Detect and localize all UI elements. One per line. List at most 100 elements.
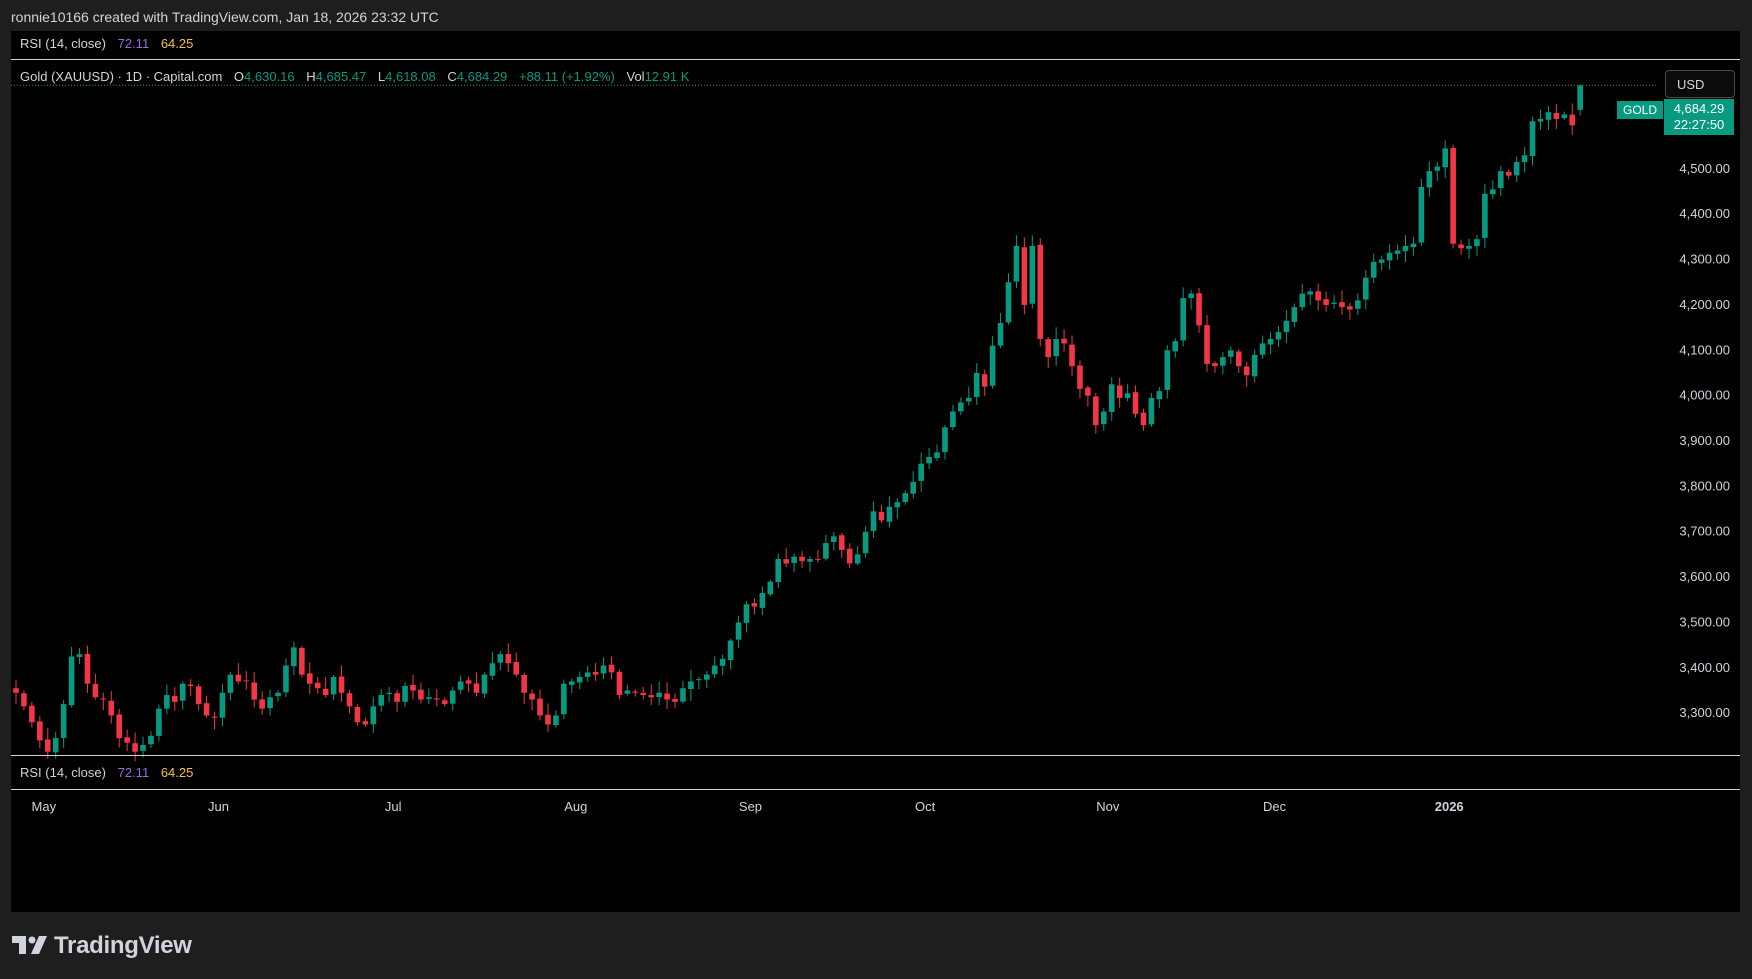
time-axis-label: Jul xyxy=(385,799,402,814)
candle-body xyxy=(1156,391,1163,400)
candle-body xyxy=(1005,282,1012,323)
candle-body xyxy=(640,692,647,696)
candle-body xyxy=(44,739,51,752)
candle-body xyxy=(1196,293,1202,326)
open-label: O xyxy=(233,69,245,84)
rsi-value-2: 64.25 xyxy=(160,765,194,780)
rsi-value-2: 64.25 xyxy=(160,36,194,51)
candle-body xyxy=(489,663,496,676)
candle-body xyxy=(529,693,535,700)
candle-body xyxy=(989,345,996,386)
candle-body xyxy=(465,680,472,684)
candle-body xyxy=(1363,277,1369,300)
rsi-name: RSI (14, close) xyxy=(20,36,106,51)
candle-body xyxy=(1037,244,1044,339)
tradingview-logo-icon xyxy=(12,936,47,954)
candle-body xyxy=(513,661,520,675)
candle-body xyxy=(378,695,385,706)
candle-body xyxy=(52,738,59,753)
candle-body xyxy=(576,676,583,683)
candle-body xyxy=(195,686,202,705)
symbol-price-tag: GOLD xyxy=(1617,101,1664,119)
candle-body xyxy=(322,688,329,696)
candle-body xyxy=(1259,343,1266,355)
close-value: 4,684.29 xyxy=(456,69,508,84)
last-price-value: 4,684.29 xyxy=(1673,101,1725,116)
candle-body xyxy=(711,665,718,675)
pane-separator-bottom[interactable] xyxy=(11,755,1740,756)
candle-body xyxy=(1291,307,1298,322)
candle-body xyxy=(1069,344,1075,367)
candle-body xyxy=(759,592,766,608)
candle-body xyxy=(29,705,35,723)
change-value: +88.11 (+1.92%) xyxy=(518,69,615,84)
price-axis-label: 4,200.00 xyxy=(1679,297,1730,312)
candle-body xyxy=(981,374,988,387)
candle-body xyxy=(831,536,837,542)
candle-body xyxy=(132,743,138,752)
rsi-value-1: 72.11 xyxy=(117,765,150,780)
candle-body xyxy=(1220,357,1226,366)
time-axis-label: Oct xyxy=(915,799,936,814)
rsi-legend-bottom[interactable]: RSI (14, close) 72.11 64.25 xyxy=(20,765,193,780)
candle-body xyxy=(1450,148,1456,244)
candle-body xyxy=(1299,293,1306,308)
candle-body xyxy=(632,691,639,693)
rsi-legend-top[interactable]: RSI (14, close) 72.11 64.25 xyxy=(20,36,193,51)
bar-countdown: 22:27:50 xyxy=(1673,117,1725,132)
candle-body xyxy=(1124,393,1131,399)
candle-body xyxy=(449,690,456,704)
candle-body xyxy=(1228,350,1234,357)
candle-body xyxy=(942,427,948,453)
candle-body xyxy=(1561,114,1568,119)
price-axis-label: 4,100.00 xyxy=(1679,342,1730,357)
candle-body xyxy=(1386,252,1393,261)
candle-body xyxy=(926,456,932,464)
candle-body xyxy=(148,735,154,745)
candle-body xyxy=(314,682,321,689)
candle-body xyxy=(21,693,27,707)
close-label: C xyxy=(447,69,457,84)
chart-frame[interactable]: 3,300.00 3,400.00 3,500.00 3,600.00 3,700.00… xyxy=(11,31,1740,912)
candle-body xyxy=(1418,187,1425,243)
candle-body xyxy=(1164,350,1171,390)
currency-button[interactable]: USD xyxy=(1665,70,1735,98)
symbol-name[interactable]: Gold (XAUUSD) · 1D · Capital.com xyxy=(20,69,223,84)
candle-body xyxy=(346,693,353,707)
candle-body xyxy=(966,397,972,402)
pane-separator-top[interactable] xyxy=(11,59,1740,60)
candle-body xyxy=(394,693,400,702)
candle-body xyxy=(370,706,377,725)
candle-body xyxy=(108,700,115,716)
time-axis-label: Sep xyxy=(739,799,762,814)
candle-body xyxy=(386,692,392,694)
candle-body xyxy=(1490,189,1496,195)
candle-body xyxy=(291,647,297,667)
candle-body xyxy=(783,559,789,564)
candle-body xyxy=(1188,293,1194,299)
symbol-legend[interactable]: Gold (XAUUSD) · 1D · Capital.com O4,630.… xyxy=(20,69,689,84)
time-axis-label: Dec xyxy=(1263,799,1287,814)
candle-body xyxy=(1402,245,1409,252)
candle-body xyxy=(1100,411,1107,425)
candle-body xyxy=(1577,85,1583,110)
candle-body xyxy=(1434,166,1441,171)
candle-body xyxy=(1545,112,1552,120)
candle-body xyxy=(886,506,893,522)
candle-body xyxy=(1235,351,1242,367)
candle-body xyxy=(997,323,1004,346)
candle-body xyxy=(60,704,67,738)
candlestick-chart[interactable]: 3,300.00 3,400.00 3,500.00 3,600.00 3,700.00… xyxy=(11,31,1740,912)
candle-body xyxy=(306,673,313,684)
candle-body xyxy=(1497,171,1504,189)
tradingview-logo[interactable]: TradingView xyxy=(12,930,192,962)
candle-body xyxy=(235,674,242,682)
candle-body xyxy=(1267,338,1274,345)
candle-body xyxy=(1251,354,1258,377)
candle-body xyxy=(283,665,289,693)
candle-body xyxy=(13,688,19,693)
candle-body xyxy=(624,690,631,694)
candle-body xyxy=(934,452,940,459)
candle-body xyxy=(592,671,599,675)
candle-body xyxy=(918,463,924,481)
